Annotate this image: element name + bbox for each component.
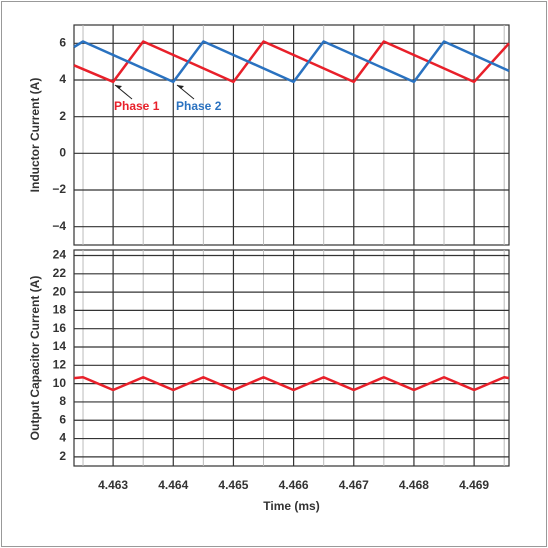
y-tick-label: 12: [53, 357, 67, 371]
y-tick-label: 22: [53, 266, 67, 280]
y-tick-label: 20: [53, 284, 67, 298]
x-tick-label: 4.463: [98, 478, 128, 492]
y-tick-label: 24: [53, 248, 67, 262]
y-tick-label: 18: [53, 303, 67, 317]
y-tick-label: 0: [59, 146, 66, 160]
series-line: [73, 375, 510, 392]
arrow-head: [177, 85, 184, 89]
y-tick-label: 6: [59, 36, 66, 50]
legend-label: Phase 2: [176, 99, 222, 113]
x-axis-label: Time (ms): [263, 499, 319, 513]
y-tick-label: 6: [59, 412, 66, 426]
arrow-head: [115, 85, 122, 89]
plot-area: [73, 24, 510, 246]
y-tick-label: 2: [59, 449, 66, 463]
y-tick-label: 8: [59, 394, 66, 408]
y-axis-label: Inductor Current (A): [28, 78, 42, 193]
y-tick-label: 4: [59, 72, 66, 86]
x-tick-label: 4.468: [399, 478, 429, 492]
x-tick-label: 4.469: [459, 478, 489, 492]
y-tick-label: 16: [53, 321, 67, 335]
series-line: [73, 40, 510, 84]
series-line: [73, 40, 510, 84]
y-tick-label: −4: [52, 219, 66, 233]
x-tick-label: 4.465: [218, 478, 248, 492]
y-tick-label: 2: [59, 109, 66, 123]
plot-area: [73, 249, 510, 467]
y-tick-label: 4: [59, 431, 66, 445]
y-tick-label: 10: [53, 376, 67, 390]
x-tick-label: 4.464: [158, 478, 188, 492]
y-axis-label: Output Capacitor Current (A): [28, 276, 42, 441]
x-tick-label: 4.466: [279, 478, 309, 492]
legend-label: Phase 1: [114, 99, 160, 113]
y-tick-label: −2: [52, 182, 66, 196]
x-tick-label: 4.467: [339, 478, 369, 492]
y-tick-label: 14: [53, 339, 67, 353]
